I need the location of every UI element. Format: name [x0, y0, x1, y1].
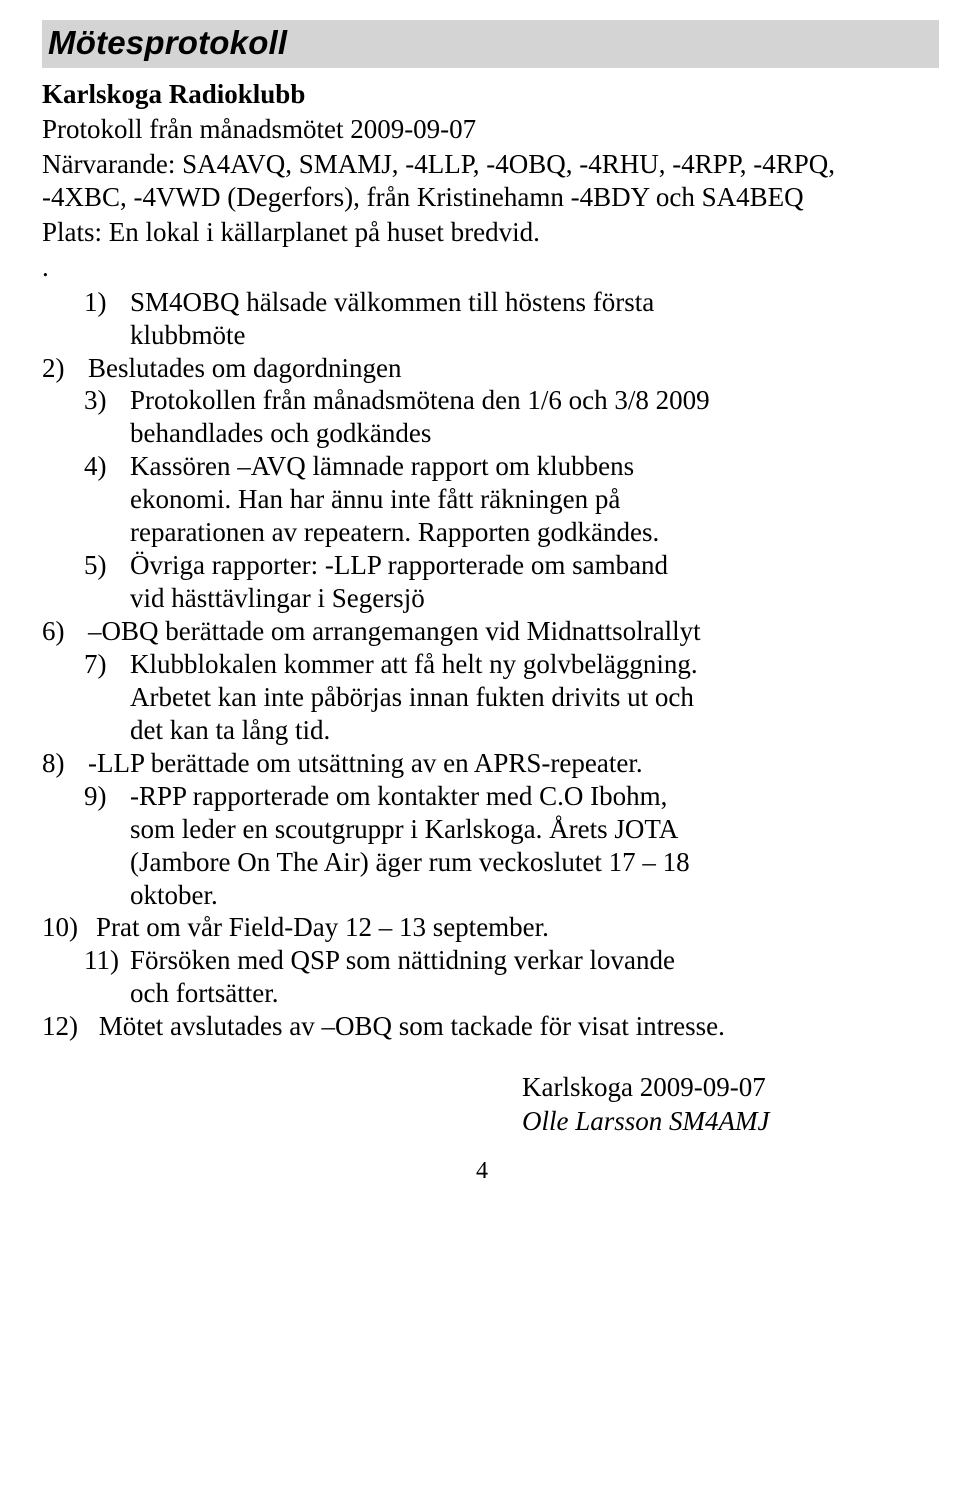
item-continuation: vid hästtävlingar i Segersjö: [130, 582, 922, 615]
meeting-subtitle: Protokoll från månadsmötet 2009-09-07: [42, 113, 922, 146]
item-text: Klubblokalen kommer att få helt ny golvb…: [130, 649, 698, 679]
minutes-item: 4)Kassören –AVQ lämnade rapport om klubb…: [42, 450, 922, 549]
item-text: Försöken med QSP som nättidning verkar l…: [130, 945, 675, 975]
item-continuation: som leder en scoutgruppr i Karlskoga. År…: [130, 813, 922, 846]
item-continuation: behandlades och godkändes: [130, 417, 922, 450]
minutes-item: 9)-RPP rapporterade om kontakter med C.O…: [42, 780, 922, 912]
item-text: SM4OBQ hälsade välkommen till höstens fö…: [130, 287, 654, 317]
item-number: 2): [42, 352, 88, 385]
item-number: 11): [42, 944, 130, 977]
item-number: 8): [42, 747, 88, 780]
item-number: 6): [42, 615, 88, 648]
item-continuation: reparationen av repeatern. Rapporten god…: [130, 516, 922, 549]
item-continuation: klubbmöte: [130, 319, 922, 352]
organization-name: Karlskoga Radioklubb: [42, 78, 922, 111]
item-text: -LLP berättade om utsättning av en APRS-…: [88, 748, 643, 778]
minutes-item: 5)Övriga rapporter: -LLP rapporterade om…: [42, 549, 922, 615]
item-number: 7): [42, 648, 130, 681]
location-line: Plats: En lokal i källarplanet på huset …: [42, 216, 922, 249]
item-text: Prat om vår Field-Day 12 – 13 september.: [96, 912, 549, 942]
item-continuation: och fortsätter.: [130, 977, 922, 1010]
stray-dot: .: [42, 251, 922, 284]
document-title: Mötesprotokoll: [48, 24, 933, 62]
item-number: 3): [42, 384, 130, 417]
minutes-item: 12) Mötet avslutades av –OBQ som tackade…: [42, 1010, 922, 1043]
intro-block: Karlskoga Radioklubb Protokoll från måna…: [42, 78, 922, 284]
item-text: Mötet avslutades av –OBQ som tackade för…: [92, 1011, 725, 1041]
item-number: 5): [42, 549, 130, 582]
title-bar: Mötesprotokoll: [42, 20, 939, 68]
minutes-body: 1)SM4OBQ hälsade välkommen till höstens …: [42, 286, 922, 1044]
minutes-item: 7)Klubblokalen kommer att få helt ny gol…: [42, 648, 922, 747]
signature-place-date: Karlskoga 2009-09-07: [522, 1071, 922, 1104]
page-number: 4: [42, 1158, 922, 1185]
item-number: 12): [42, 1010, 92, 1043]
minutes-item: 11)Försöken med QSP som nättidning verka…: [42, 944, 922, 1010]
attendees-line: Närvarande: SA4AVQ, SMAMJ, -4LLP, -4OBQ,…: [42, 148, 922, 214]
item-number: 1): [42, 286, 130, 319]
item-text: Kassören –AVQ lämnade rapport om klubben…: [130, 451, 634, 481]
minutes-list: 1)SM4OBQ hälsade välkommen till höstens …: [42, 286, 922, 1044]
item-text: -RPP rapporterade om kontakter med C.O I…: [130, 781, 667, 811]
minutes-item: 10)Prat om vår Field-Day 12 – 13 septemb…: [42, 911, 922, 944]
item-continuation: ekonomi. Han har ännu inte fått räkninge…: [130, 483, 922, 516]
item-number: 9): [42, 780, 130, 813]
item-continuation: det kan ta lång tid.: [130, 714, 922, 747]
item-number: 4): [42, 450, 130, 483]
minutes-item: 1)SM4OBQ hälsade välkommen till höstens …: [42, 286, 922, 352]
item-continuation: Arbetet kan inte påbörjas innan fukten d…: [130, 681, 922, 714]
minutes-item: 6)–OBQ berättade om arrangemangen vid Mi…: [42, 615, 922, 648]
item-continuation: (Jambore On The Air) äger rum veckoslute…: [130, 846, 922, 879]
item-text: Beslutades om dagordningen: [88, 353, 401, 383]
item-text: Protokollen från månadsmötena den 1/6 oc…: [130, 385, 710, 415]
minutes-item: 8)-LLP berättade om utsättning av en APR…: [42, 747, 922, 780]
item-continuation: oktober.: [130, 879, 922, 912]
item-text: Övriga rapporter: -LLP rapporterade om s…: [130, 550, 668, 580]
signature-block: Karlskoga 2009-09-07 Olle Larsson SM4AMJ: [522, 1071, 922, 1138]
document-page: Mötesprotokoll Karlskoga Radioklubb Prot…: [0, 0, 960, 1205]
minutes-item: 2)Beslutades om dagordningen: [42, 352, 922, 385]
item-text: –OBQ berättade om arrangemangen vid Midn…: [88, 616, 701, 646]
minutes-item: 3)Protokollen från månadsmötena den 1/6 …: [42, 384, 922, 450]
signature-name: Olle Larsson SM4AMJ: [522, 1105, 922, 1138]
item-number: 10): [42, 911, 96, 944]
